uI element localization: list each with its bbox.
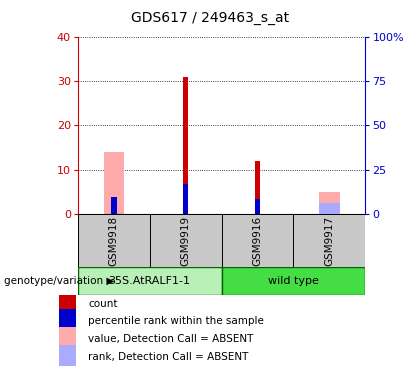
Bar (255, 161, 260, 214)
Bar (59, 291, 76, 316)
Text: 35S.AtRALF1-1: 35S.AtRALF1-1 (109, 276, 191, 286)
Bar (78, 267, 222, 295)
Bar (319, 203, 339, 214)
Text: GSM9916: GSM9916 (252, 216, 262, 266)
Text: GSM9919: GSM9919 (181, 216, 191, 266)
Text: percentile rank within the sample: percentile rank within the sample (88, 316, 264, 326)
Bar (59, 345, 76, 366)
Text: wild type: wild type (268, 276, 319, 286)
Bar (104, 152, 124, 214)
Bar (59, 309, 76, 334)
Text: value, Detection Call = ABSENT: value, Detection Call = ABSENT (88, 334, 254, 344)
Bar (59, 327, 76, 352)
Bar (111, 197, 116, 214)
Text: rank, Detection Call = ABSENT: rank, Detection Call = ABSENT (88, 352, 249, 362)
Bar (255, 199, 260, 214)
Bar (294, 214, 365, 267)
Bar (222, 267, 365, 295)
Bar (319, 192, 339, 214)
Text: count: count (88, 299, 118, 309)
Text: GDS617 / 249463_s_at: GDS617 / 249463_s_at (131, 11, 289, 25)
Bar (222, 214, 294, 267)
Bar (78, 214, 150, 267)
Text: genotype/variation ▶: genotype/variation ▶ (4, 276, 115, 286)
Bar (150, 214, 222, 267)
Bar (183, 184, 189, 214)
Bar (183, 76, 189, 214)
Text: GSM9918: GSM9918 (109, 216, 119, 266)
Text: GSM9917: GSM9917 (324, 216, 334, 266)
